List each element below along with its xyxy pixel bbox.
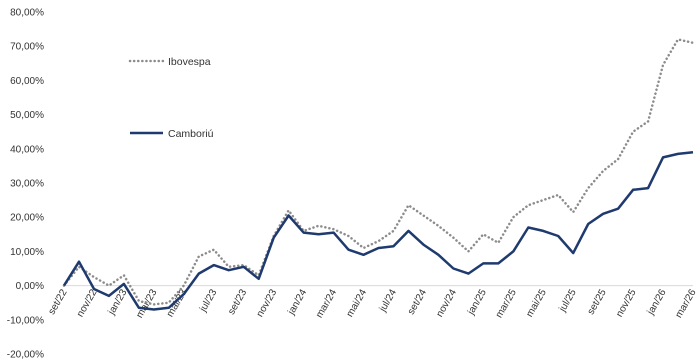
series-line-ibovespa — [62, 38, 695, 306]
y-tick-label: -20,00% — [7, 350, 44, 361]
x-tick-label: set/25 — [586, 287, 609, 316]
x-tick-label: jul/23 — [197, 287, 219, 314]
x-tick-label: nov/24 — [434, 287, 459, 319]
x-tick-label: jan/25 — [465, 287, 489, 317]
y-tick-label: 40,00% — [10, 144, 44, 155]
y-tick-label: 0,00% — [16, 281, 44, 292]
x-tick-label: set/23 — [226, 287, 249, 316]
series-layer — [62, 38, 695, 311]
x-tick-label: jan/24 — [286, 287, 310, 317]
y-tick-label: -10,00% — [7, 315, 44, 326]
x-tick-label: mar/24 — [314, 287, 339, 320]
y-tick-label: 60,00% — [10, 76, 44, 87]
x-tick-label: nov/25 — [614, 287, 639, 319]
x-tick-label: mar/25 — [494, 287, 519, 320]
legend: Ibovespa Camboriú — [128, 56, 214, 140]
x-tick-label: jan/26 — [645, 287, 669, 317]
y-tick-label: 70,00% — [10, 42, 44, 53]
legend-label-ibovespa: Ibovespa — [168, 56, 211, 68]
y-axis-ticks: -20,00% -10,00% 0,00% 10,00% 20,00% 30,00% 40,… — [7, 8, 44, 361]
y-tick-label: 80,00% — [10, 8, 44, 19]
x-tick-label: jul/25 — [557, 287, 579, 314]
x-tick-label: nov/23 — [255, 287, 280, 319]
y-tick-label: 30,00% — [10, 179, 44, 190]
x-tick-label: set/24 — [406, 287, 429, 316]
x-axis-ticks: set/22 nov/22 jan/23 mar/23 mai/23 jul/23 set/… — [46, 287, 696, 320]
x-tick-label: jan/23 — [106, 287, 130, 317]
x-tick-label: mai/24 — [345, 287, 370, 319]
x-tick-label: nov/22 — [75, 287, 100, 319]
x-tick-label: jul/24 — [377, 287, 399, 314]
x-tick-label: set/22 — [46, 287, 69, 316]
y-tick-label: 10,00% — [10, 247, 44, 258]
legend-label-camboriu: Camboriú — [168, 128, 214, 140]
y-tick-label: 20,00% — [10, 213, 44, 224]
series-line-camboriu — [62, 150, 694, 311]
y-tick-label: 50,00% — [10, 110, 44, 121]
x-tick-label: mar/26 — [674, 287, 696, 320]
x-tick-label: mai/25 — [524, 287, 549, 319]
